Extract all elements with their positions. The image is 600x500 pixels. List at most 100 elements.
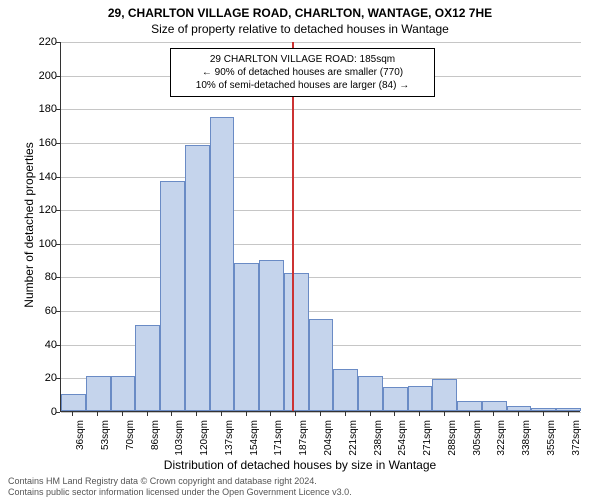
y-tick xyxy=(56,143,60,144)
histogram-bar xyxy=(309,319,334,412)
y-tick-label: 60 xyxy=(35,305,57,317)
grid-line xyxy=(61,177,581,178)
x-tick xyxy=(568,412,569,416)
x-tick xyxy=(469,412,470,416)
histogram-bar xyxy=(259,260,284,411)
x-tick-label: 355sqm xyxy=(546,420,557,460)
y-tick xyxy=(56,210,60,211)
plot-area xyxy=(60,42,580,412)
y-tick-label: 80 xyxy=(35,271,57,283)
annotation-line2: ← 90% of detached houses are smaller (77… xyxy=(179,66,426,79)
footer-text: Contains HM Land Registry data © Crown c… xyxy=(8,476,352,498)
x-tick xyxy=(270,412,271,416)
y-tick-label: 100 xyxy=(35,238,57,250)
x-tick xyxy=(196,412,197,416)
y-tick-label: 20 xyxy=(35,372,57,384)
grid-line xyxy=(61,210,581,211)
x-tick-label: 120sqm xyxy=(199,420,210,460)
x-tick xyxy=(493,412,494,416)
grid-line xyxy=(61,412,581,413)
x-tick xyxy=(246,412,247,416)
footer-line2: Contains public sector information licen… xyxy=(8,487,352,498)
y-tick xyxy=(56,277,60,278)
grid-line xyxy=(61,244,581,245)
x-tick xyxy=(345,412,346,416)
histogram-bar xyxy=(210,117,235,411)
x-tick-label: 271sqm xyxy=(422,420,433,460)
x-tick xyxy=(171,412,172,416)
grid-line xyxy=(61,143,581,144)
x-tick-label: 288sqm xyxy=(447,420,458,460)
grid-line xyxy=(61,277,581,278)
y-tick xyxy=(56,311,60,312)
y-tick-label: 220 xyxy=(35,36,57,48)
x-tick-label: 204sqm xyxy=(323,420,334,460)
y-tick xyxy=(56,412,60,413)
histogram-bar xyxy=(61,394,86,411)
histogram-bar xyxy=(333,369,358,411)
histogram-bar xyxy=(135,325,160,411)
x-tick-label: 322sqm xyxy=(496,420,507,460)
annotation-line3: 10% of semi-detached houses are larger (… xyxy=(179,79,426,92)
y-tick xyxy=(56,345,60,346)
x-tick-label: 305sqm xyxy=(472,420,483,460)
annotation-box: 29 CHARLTON VILLAGE ROAD: 185sqm ← 90% o… xyxy=(170,48,435,97)
x-tick-label: 137sqm xyxy=(224,420,235,460)
chart-title-sub: Size of property relative to detached ho… xyxy=(0,22,600,36)
x-tick-label: 254sqm xyxy=(397,420,408,460)
x-tick xyxy=(295,412,296,416)
y-tick xyxy=(56,42,60,43)
histogram-bar xyxy=(531,408,556,411)
x-tick-label: 221sqm xyxy=(348,420,359,460)
histogram-bar xyxy=(457,401,482,411)
x-tick-label: 103sqm xyxy=(174,420,185,460)
histogram-bar xyxy=(556,408,581,411)
y-tick-label: 180 xyxy=(35,103,57,115)
y-tick-label: 40 xyxy=(35,339,57,351)
x-tick xyxy=(320,412,321,416)
x-tick xyxy=(543,412,544,416)
chart-container: 29, CHARLTON VILLAGE ROAD, CHARLTON, WAN… xyxy=(0,0,600,500)
y-tick xyxy=(56,244,60,245)
footer-line1: Contains HM Land Registry data © Crown c… xyxy=(8,476,352,487)
marker-line xyxy=(292,42,294,411)
x-tick xyxy=(370,412,371,416)
histogram-bar xyxy=(432,379,457,411)
y-tick xyxy=(56,109,60,110)
y-tick-label: 140 xyxy=(35,171,57,183)
y-tick xyxy=(56,177,60,178)
y-tick-label: 0 xyxy=(35,406,57,418)
x-tick xyxy=(122,412,123,416)
histogram-bar xyxy=(284,273,309,411)
histogram-bar xyxy=(482,401,507,411)
y-tick-label: 200 xyxy=(35,70,57,82)
x-tick xyxy=(394,412,395,416)
y-tick-label: 120 xyxy=(35,204,57,216)
x-tick-label: 53sqm xyxy=(100,420,111,460)
histogram-bar xyxy=(358,376,383,411)
x-tick xyxy=(147,412,148,416)
x-tick-label: 86sqm xyxy=(150,420,161,460)
x-tick xyxy=(518,412,519,416)
grid-line xyxy=(61,311,581,312)
grid-line xyxy=(61,109,581,110)
x-axis-label: Distribution of detached houses by size … xyxy=(0,458,600,472)
x-tick xyxy=(72,412,73,416)
histogram-bar xyxy=(111,376,136,411)
x-tick xyxy=(444,412,445,416)
x-tick-label: 338sqm xyxy=(521,420,532,460)
chart-title-main: 29, CHARLTON VILLAGE ROAD, CHARLTON, WAN… xyxy=(0,6,600,20)
histogram-bar xyxy=(408,386,433,411)
y-tick xyxy=(56,76,60,77)
x-tick-label: 36sqm xyxy=(75,420,86,460)
y-axis-label: Number of detached properties xyxy=(22,100,36,350)
y-tick xyxy=(56,378,60,379)
histogram-bar xyxy=(383,387,408,411)
histogram-bar xyxy=(185,145,210,411)
x-tick xyxy=(221,412,222,416)
histogram-bar xyxy=(160,181,185,411)
x-tick-label: 372sqm xyxy=(571,420,582,460)
histogram-bar xyxy=(507,406,532,411)
histogram-bar xyxy=(234,263,259,411)
x-tick-label: 154sqm xyxy=(249,420,260,460)
